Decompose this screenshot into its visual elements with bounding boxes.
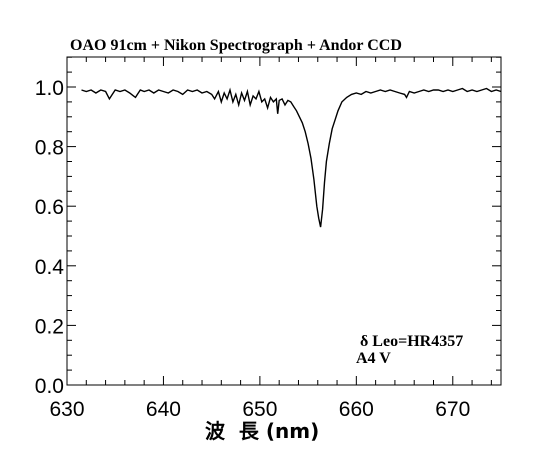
y-tick-label: 0.8	[35, 137, 64, 160]
y-tick-label: 0.2	[35, 315, 64, 338]
x-tick-label: 670	[435, 398, 470, 421]
spectrum-line	[81, 87, 502, 228]
x-tick-label: 660	[339, 398, 374, 421]
y-tick-label: 1.0	[35, 77, 64, 100]
annotation-star-name: δ Leo=HR4357	[360, 333, 463, 350]
x-tick-label: 640	[146, 398, 181, 421]
y-tick-label: 0.0	[35, 375, 64, 398]
y-tick-label: 0.4	[35, 256, 65, 279]
tick-labels-layer: 630 640 650 660 670 0.0 0.2 0.4 0.6 0.8 1.0	[35, 77, 471, 421]
x-axis-label: 波 長 (nm)	[205, 419, 319, 443]
x-tick-label: 630	[49, 398, 84, 421]
ticks-layer	[66, 56, 501, 386]
chart-title: OAO 91cm + Nikon Spectrograph + Andor CC…	[70, 37, 402, 54]
annotation-spectral-type: A4 V	[356, 350, 391, 367]
x-tick-label: 650	[242, 398, 277, 421]
y-tick-label: 0.6	[35, 196, 64, 219]
